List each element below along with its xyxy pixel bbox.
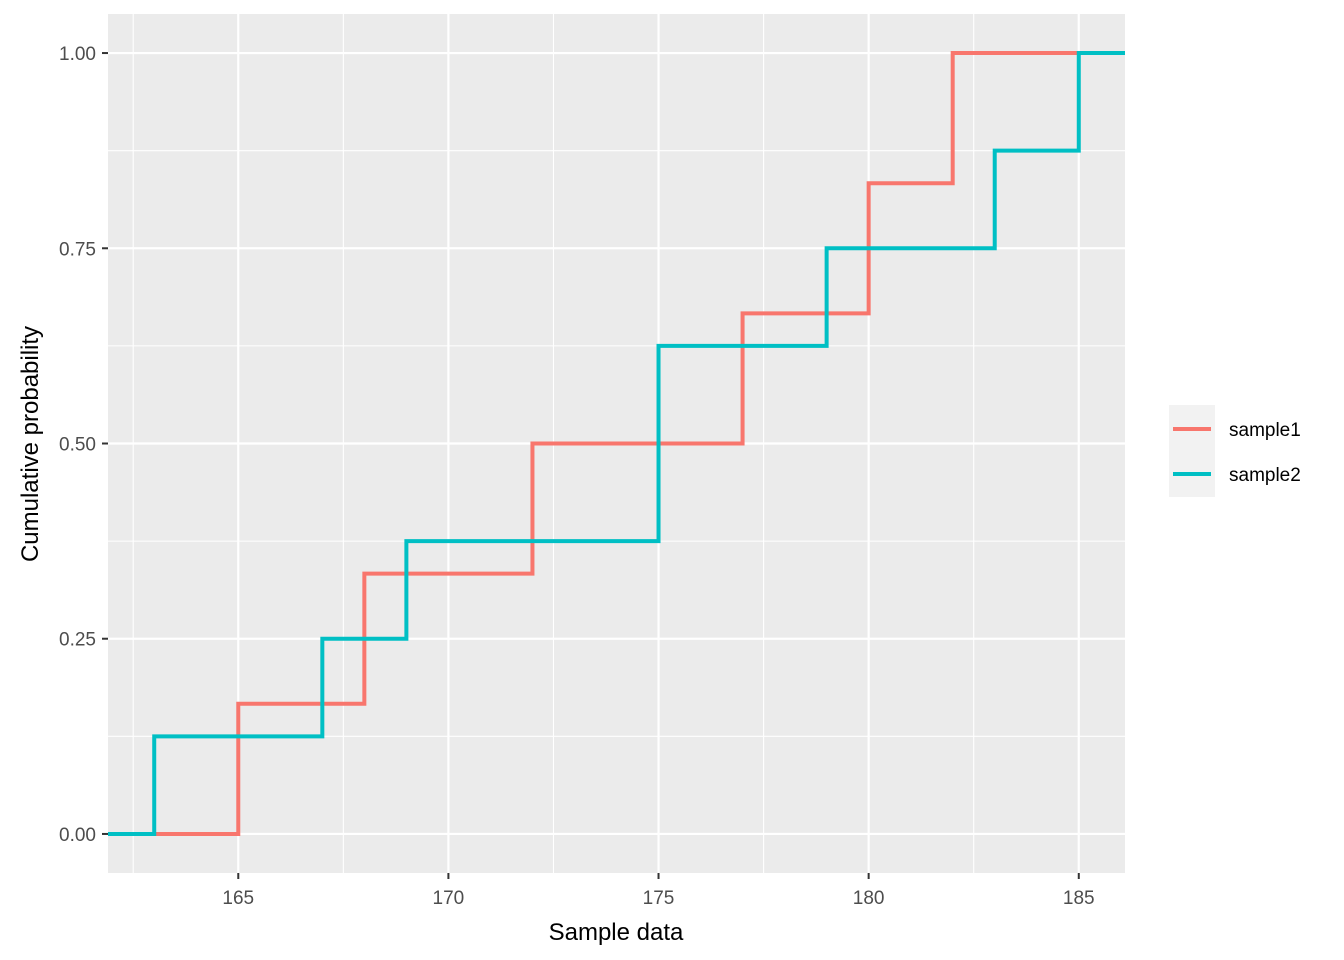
y-tick-label: 0.00 bbox=[59, 825, 96, 846]
x-tick-label: 180 bbox=[853, 888, 885, 909]
legend-label-sample2: sample2 bbox=[1229, 465, 1301, 486]
y-tick-label: 0.50 bbox=[59, 435, 96, 456]
legend: sample1 sample2 bbox=[1169, 405, 1301, 497]
legend-label-sample1: sample1 bbox=[1229, 420, 1301, 441]
x-axis: 165 170 175 180 185 bbox=[222, 873, 1095, 909]
series-layer bbox=[108, 51, 1125, 836]
y-tick-label: 0.75 bbox=[59, 239, 96, 260]
y-axis-title: Cumulative probability bbox=[17, 326, 44, 562]
y-axis: 0.00 0.25 0.50 0.75 1.00 bbox=[59, 44, 108, 846]
x-tick-label: 170 bbox=[433, 888, 465, 909]
series-line-sample2 bbox=[108, 51, 1125, 836]
x-tick-label: 175 bbox=[643, 888, 675, 909]
y-tick-label: 0.25 bbox=[59, 630, 96, 651]
x-axis-title: Sample data bbox=[549, 919, 684, 946]
y-tick-label: 1.00 bbox=[59, 44, 96, 65]
x-tick-label: 185 bbox=[1063, 888, 1095, 909]
series-line-sample1 bbox=[108, 51, 1125, 836]
x-tick-label: 165 bbox=[222, 888, 254, 909]
legend-key-background bbox=[1169, 405, 1215, 497]
